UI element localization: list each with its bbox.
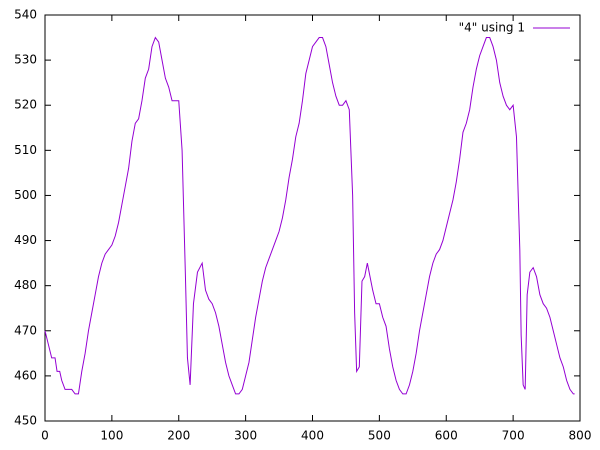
data-line [44, 36, 575, 395]
x-tick-label: 800 [569, 429, 592, 443]
x-tick-label: 300 [234, 429, 257, 443]
x-tick-label: 100 [100, 429, 123, 443]
y-tick-label: 500 [14, 188, 37, 202]
x-tick-label: 700 [502, 429, 525, 443]
y-tick-label: 480 [14, 278, 37, 292]
y-tick-label: 540 [14, 8, 37, 22]
x-tick-label: 0 [41, 429, 49, 443]
legend-label: "4" using 1 [459, 21, 525, 35]
y-tick-label: 520 [14, 98, 37, 112]
y-tick-label: 490 [14, 233, 37, 247]
y-tick-label: 510 [14, 143, 37, 157]
y-tick-label: 450 [14, 414, 37, 428]
x-tick-label: 600 [435, 429, 458, 443]
y-tick-label: 470 [14, 323, 37, 337]
x-tick-label: 200 [167, 429, 190, 443]
y-tick-label: 460 [14, 368, 37, 382]
y-tick-label: 530 [14, 53, 37, 67]
plot-frame [44, 14, 581, 422]
x-tick-label: 500 [368, 429, 391, 443]
x-tick-label: 400 [301, 429, 324, 443]
